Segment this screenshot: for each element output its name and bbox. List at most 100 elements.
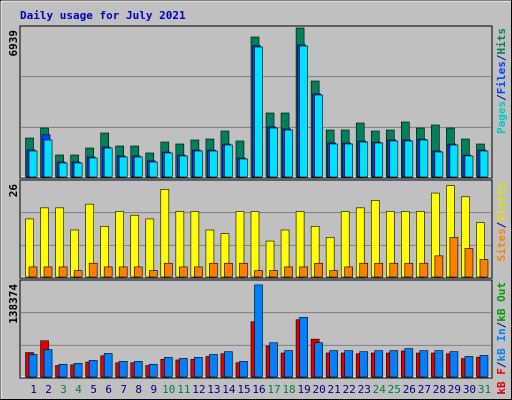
bar: [179, 155, 188, 178]
x-tick-label: 18: [282, 383, 295, 396]
x-tick-label: 9: [150, 383, 157, 396]
bar: [118, 156, 128, 178]
bar: [464, 356, 474, 378]
x-tick-label: 5: [90, 383, 97, 396]
bar: [145, 218, 155, 278]
legend-entry: Files: [495, 61, 508, 94]
legend: Sites/Visits: [495, 182, 508, 262]
bar: [224, 262, 233, 278]
y-max-label: 6939: [7, 30, 20, 57]
bar: [479, 259, 489, 278]
x-tick-label: 13: [207, 383, 220, 396]
bar: [269, 342, 278, 378]
x-tick-label: 26: [403, 383, 416, 396]
legend-entry: Hits: [495, 28, 508, 55]
bar: [449, 351, 459, 378]
bar: [419, 139, 429, 178]
bar: [269, 270, 278, 278]
bar: [43, 349, 53, 378]
bar: [58, 266, 68, 278]
bar: [374, 350, 384, 378]
bar: [434, 255, 444, 278]
bar: [374, 262, 384, 278]
x-tick-label: 29: [448, 383, 461, 396]
bar: [103, 266, 113, 278]
bar: [239, 361, 248, 378]
bar: [434, 350, 444, 378]
x-tick-label: 28: [433, 383, 446, 396]
bar: [103, 147, 113, 178]
x-tick-label: 1: [30, 383, 37, 396]
bar: [344, 143, 353, 178]
legend-entry: /: [495, 94, 508, 101]
x-tick-label: 3: [60, 383, 67, 396]
bar: [148, 161, 158, 178]
bar: [374, 142, 384, 178]
x-tick-label: 24: [373, 383, 387, 396]
bar: [329, 143, 338, 178]
bar: [359, 262, 369, 278]
bar: [404, 262, 414, 278]
bar: [299, 266, 308, 278]
bar: [209, 262, 218, 278]
bar: [479, 355, 489, 378]
x-tick-label: 22: [343, 383, 356, 396]
bar: [28, 150, 38, 178]
bar: [419, 262, 429, 278]
x-tick-label: 11: [177, 383, 190, 396]
x-tick-label: 8: [135, 383, 142, 396]
bar: [404, 348, 414, 378]
bar: [209, 150, 218, 178]
bar: [269, 127, 278, 178]
bar: [329, 270, 338, 278]
legend-entry: /: [495, 361, 508, 368]
bar: [194, 150, 203, 178]
bar: [254, 284, 263, 378]
bar: [164, 357, 173, 378]
bar: [118, 266, 128, 278]
x-tick-label: 16: [252, 383, 265, 396]
x-tick-label: 12: [192, 383, 205, 396]
bar: [43, 139, 53, 178]
bar: [194, 266, 203, 278]
bar: [73, 162, 83, 178]
x-tick-label: 14: [222, 383, 236, 396]
x-tick-label: 19: [297, 383, 310, 396]
bar: [179, 266, 188, 278]
bar: [449, 237, 459, 278]
y-max-label: 138374: [7, 284, 20, 324]
x-tick-label: 20: [313, 383, 326, 396]
x-tick-label: 6: [105, 383, 112, 396]
bar: [314, 262, 323, 278]
bar: [314, 94, 323, 178]
x-tick-label: 4: [75, 383, 82, 396]
x-tick-label: 10: [162, 383, 175, 396]
bar: [389, 262, 399, 278]
bar: [299, 45, 308, 178]
bar: [250, 211, 260, 278]
legend-entry: kB In: [495, 328, 508, 361]
x-tick-label: 23: [358, 383, 371, 396]
bar: [148, 363, 158, 378]
bar: [88, 262, 98, 278]
bar: [133, 361, 143, 378]
x-tick-label: 25: [388, 383, 401, 396]
bar: [70, 229, 79, 278]
bar: [58, 363, 68, 378]
legend-entry: Visits: [495, 182, 508, 222]
x-tick-label: 21: [328, 383, 341, 396]
legend-entry: /: [495, 221, 508, 228]
x-tick-label: 7: [120, 383, 127, 396]
bar: [254, 270, 263, 278]
bar: [434, 151, 444, 178]
bar: [209, 354, 218, 378]
bar: [88, 360, 98, 378]
bar: [73, 270, 83, 278]
bar: [103, 353, 113, 378]
bar: [404, 140, 414, 178]
bar: [254, 46, 263, 178]
bar: [284, 350, 293, 378]
bar: [359, 351, 369, 378]
bar: [389, 350, 399, 378]
